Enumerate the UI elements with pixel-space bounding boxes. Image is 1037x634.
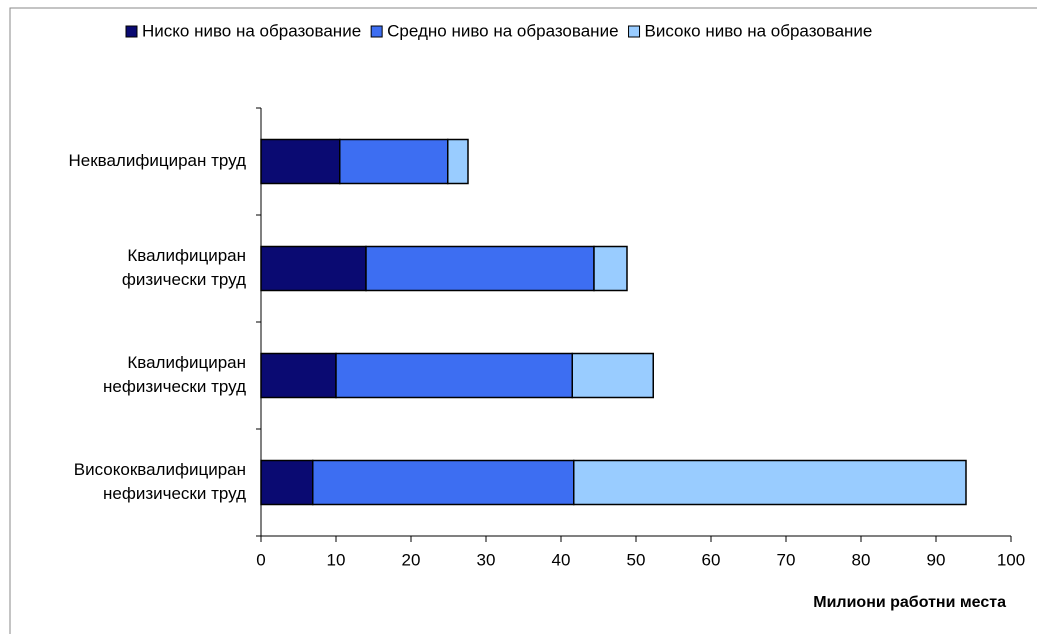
bar-segment (447, 138, 469, 185)
x-tick-label: 100 (997, 550, 1025, 569)
legend-label: Средно ниво на образование (387, 21, 618, 40)
legend-swatch (370, 25, 383, 38)
x-tick-label: 90 (927, 550, 946, 569)
bar-segment (571, 352, 654, 399)
bar-segment (339, 138, 449, 185)
x-tick-label: 80 (852, 550, 871, 569)
chart-border (9, 7, 1037, 634)
bar-segment (312, 459, 575, 506)
legend-label: Високо ниво на образование (645, 21, 873, 40)
legend-label: Ниско ниво на образование (142, 21, 361, 40)
x-tick-label: 20 (402, 550, 421, 569)
bar-segment (335, 352, 573, 399)
y-tick-label: нефизически труд (103, 377, 246, 396)
legend-swatch (628, 25, 641, 38)
x-tick-label: 0 (256, 550, 265, 569)
x-axis-title: Милиони работни места (813, 594, 1006, 611)
x-tick-label: 60 (702, 550, 721, 569)
y-tick-label: физически труд (122, 270, 246, 289)
bar-segment (260, 352, 337, 399)
bar-segment (260, 245, 367, 292)
x-tick-label: 40 (552, 550, 571, 569)
bar-segment (593, 245, 628, 292)
x-tick-label: 70 (777, 550, 796, 569)
bar-segment (573, 459, 967, 506)
bar-segment (365, 245, 595, 292)
bar-segment (260, 138, 341, 185)
y-tick-label: Квалифициран (127, 246, 246, 265)
x-tick-label: 30 (477, 550, 496, 569)
legend-swatch (125, 25, 138, 38)
y-tick-label: Неквалифициран труд (68, 151, 246, 170)
y-tick-label: Висококвалифициран (74, 460, 246, 479)
x-tick-label: 50 (627, 550, 646, 569)
bar-segment (260, 459, 314, 506)
y-tick-label: нефизически труд (103, 484, 246, 503)
x-tick-label: 10 (327, 550, 346, 569)
y-tick-label: Квалифициран (127, 353, 246, 372)
